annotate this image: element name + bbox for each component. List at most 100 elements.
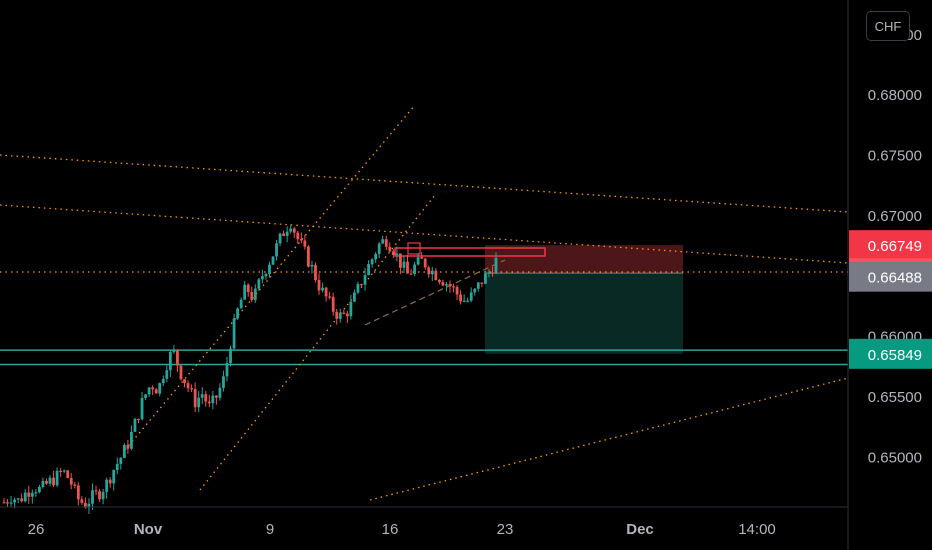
candle-body xyxy=(434,270,438,281)
candle-body xyxy=(328,296,332,298)
candle-body xyxy=(161,378,165,384)
candle-body xyxy=(445,284,448,286)
candle-body xyxy=(23,492,27,502)
candle-body xyxy=(349,301,353,317)
candle-body xyxy=(130,431,133,449)
candle-body xyxy=(239,299,243,309)
candle-body xyxy=(165,370,169,379)
candle-body xyxy=(45,480,48,484)
candle-body xyxy=(119,457,123,464)
candle-body xyxy=(84,502,87,508)
candle-body xyxy=(232,318,236,349)
candle-body xyxy=(218,387,222,398)
candle-body xyxy=(101,491,105,500)
candle-body xyxy=(430,270,434,275)
price-tick-label: 0.67000 xyxy=(868,208,922,225)
candle-body xyxy=(459,294,463,302)
candle-body xyxy=(271,256,275,265)
candle-body xyxy=(264,273,268,277)
candle-body xyxy=(377,243,381,254)
resistance-box-small xyxy=(407,242,421,255)
candle-body xyxy=(87,503,91,508)
candle-body xyxy=(321,287,324,291)
candle-body xyxy=(34,492,38,494)
candle-body xyxy=(260,276,264,280)
currency-button[interactable]: CHF xyxy=(866,11,910,41)
candle-body xyxy=(342,312,346,314)
candle-body xyxy=(462,300,466,302)
wedge-line xyxy=(364,259,506,326)
candle-body xyxy=(225,363,229,377)
candle-body xyxy=(112,470,116,484)
candle-body xyxy=(55,470,59,486)
candle-body xyxy=(338,312,342,319)
price-tick-label: 0.67500 xyxy=(868,148,922,165)
candle-body xyxy=(59,470,63,472)
candle-body xyxy=(140,397,144,420)
candle-body xyxy=(331,296,335,312)
candle-body xyxy=(395,253,399,255)
time-tick-label: Nov xyxy=(134,521,163,538)
candle-body xyxy=(236,308,240,319)
candle-body xyxy=(257,279,261,289)
candle-body xyxy=(402,261,406,268)
candle-body xyxy=(168,352,172,371)
candle-body xyxy=(356,284,360,293)
candle-body xyxy=(268,264,271,274)
candle-body xyxy=(144,394,147,398)
candle-body xyxy=(172,349,176,353)
candle-body xyxy=(391,251,395,255)
candle-body xyxy=(381,239,385,244)
candle-body xyxy=(367,264,370,276)
time-scale[interactable]: 26 Nov 9 16 23 Dec 14:00 xyxy=(28,521,776,538)
price-badge xyxy=(849,230,932,261)
candle-body xyxy=(41,480,45,487)
candle-body xyxy=(278,233,282,244)
candle-body xyxy=(317,279,321,291)
candle-body xyxy=(441,282,445,286)
candle-body xyxy=(151,387,155,390)
candle-body xyxy=(480,282,484,284)
candle-body xyxy=(73,484,77,486)
candle-body xyxy=(137,418,140,421)
time-tick-label: 16 xyxy=(382,521,399,538)
candle-body xyxy=(193,388,197,408)
candle-body xyxy=(282,233,286,237)
price-tick-label: 0.65000 xyxy=(868,449,922,466)
candle-body xyxy=(13,499,17,503)
resistance-box xyxy=(394,247,546,257)
candle-body xyxy=(487,272,491,274)
price-tick-label: 0.65500 xyxy=(868,389,922,406)
candle-body xyxy=(229,348,232,364)
candle-body xyxy=(197,397,201,408)
candle-body xyxy=(314,264,317,280)
time-tick-label: Dec xyxy=(626,521,654,538)
candle-body xyxy=(299,239,303,241)
candle-body xyxy=(20,498,24,502)
position-zones xyxy=(0,245,848,366)
candle-body xyxy=(69,478,73,485)
candle-body xyxy=(448,284,452,287)
candle-body xyxy=(491,272,494,274)
trendline-drawings[interactable] xyxy=(0,104,849,501)
candle-body xyxy=(16,498,20,500)
time-tick-label: 23 xyxy=(497,521,514,538)
candle-body xyxy=(455,286,459,295)
candle-body xyxy=(214,395,218,398)
rising-channel-bottom xyxy=(199,194,436,491)
candle-body xyxy=(108,479,112,484)
candle-body xyxy=(469,292,473,301)
candle-body xyxy=(250,292,254,301)
candle-body xyxy=(353,292,356,302)
candle-body xyxy=(200,394,204,398)
candle-body xyxy=(2,502,6,504)
candle-body xyxy=(494,257,498,274)
candle-body xyxy=(253,288,257,301)
candle-body xyxy=(126,444,130,449)
candle-body xyxy=(37,486,41,493)
candle-body xyxy=(303,240,307,247)
candle-body xyxy=(473,288,477,293)
candle-body xyxy=(122,444,126,458)
price-badge xyxy=(849,261,932,292)
